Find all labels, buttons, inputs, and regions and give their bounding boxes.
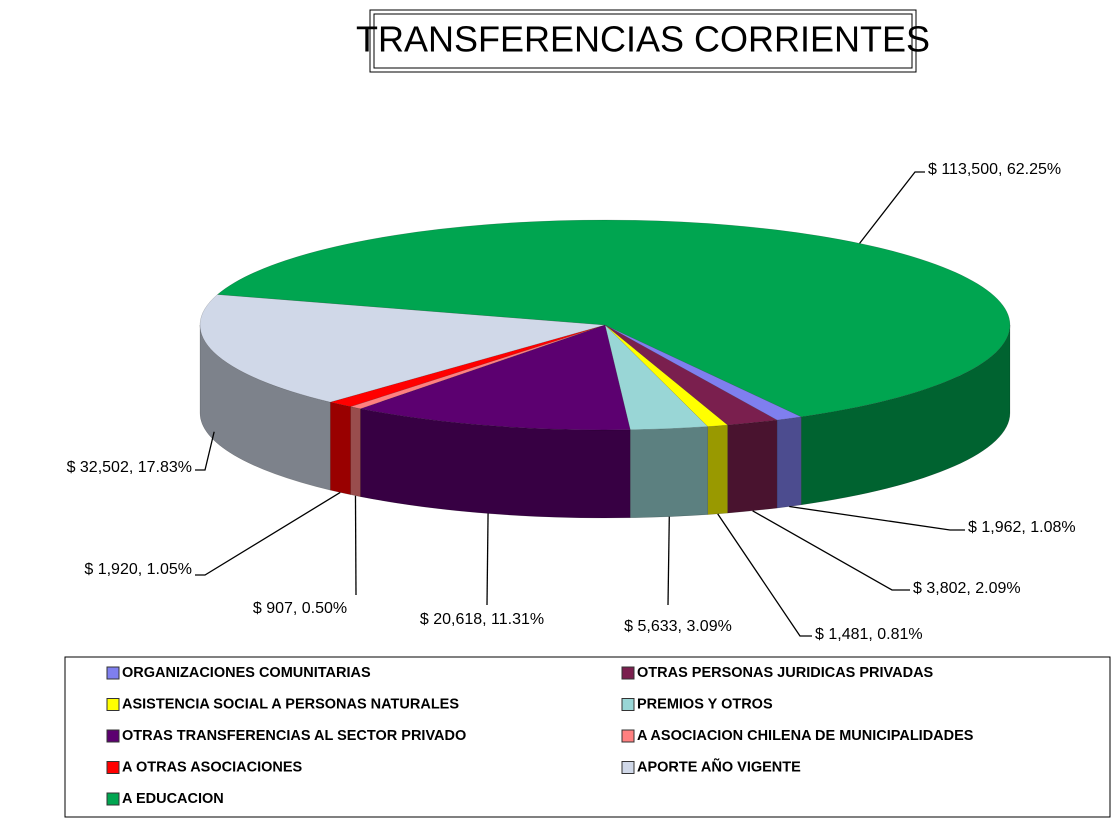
legend-swatch	[621, 761, 635, 774]
legend-label: ORGANIZACIONES COMUNITARIAS	[122, 665, 371, 681]
legend-label: PREMIOS Y OTROS	[637, 696, 773, 712]
leader-line	[195, 431, 215, 471]
leader-line	[486, 513, 489, 606]
leader-line	[717, 513, 812, 637]
pie-side	[329, 401, 351, 495]
legend-label: APORTE AÑO VIGENTE	[637, 757, 801, 775]
legend-label: A EDUCACION	[122, 791, 224, 807]
data-label: $ 32,502, 17.83%	[67, 459, 192, 476]
pie-slice	[329, 324, 606, 407]
pie-slice	[604, 324, 709, 431]
pie-slice	[349, 324, 606, 409]
legend-box	[64, 656, 1111, 818]
legend-swatch	[621, 698, 635, 711]
data-label: $ 113,500, 62.25%	[928, 161, 1061, 178]
leader-line	[195, 491, 341, 576]
pie-side	[727, 419, 778, 514]
pie-side	[360, 408, 631, 519]
pie-slice	[604, 324, 803, 421]
leader-line	[354, 495, 357, 596]
pie-side	[707, 424, 728, 515]
leader-line	[667, 516, 670, 606]
data-label: $ 1,962, 1.08%	[968, 519, 1076, 536]
title-box-outer	[369, 9, 917, 73]
pie-side	[350, 406, 361, 498]
title-box-inner	[373, 13, 913, 69]
data-label: $ 5,633, 3.09%	[624, 618, 732, 635]
legend-label: A OTRAS ASOCIACIONES	[122, 759, 303, 775]
legend-swatch	[621, 666, 635, 680]
pie-side	[629, 426, 708, 519]
legend-label: OTRAS TRANSFERENCIAS AL SECTOR PRIVADO	[122, 728, 466, 744]
pie-slice	[604, 324, 729, 427]
pie-side	[776, 416, 802, 509]
chart-title: TRANSFERENCIAS CORRIENTES	[356, 19, 930, 60]
data-label: $ 1,481, 0.81%	[815, 626, 923, 643]
data-label: $ 907, 0.50%	[253, 600, 347, 617]
legend-swatch	[106, 792, 120, 806]
legend-swatch	[106, 761, 120, 774]
legend-label: A ASOCIACION CHILENA DE MUNICIPALIDADES	[637, 728, 974, 744]
leader-line	[752, 510, 910, 591]
legend-label: OTRAS PERSONAS JURIDICAS PRIVADAS	[637, 665, 934, 681]
data-label: $ 1,920, 1.05%	[84, 561, 192, 578]
pie-slice	[216, 219, 1011, 418]
legend-swatch	[621, 729, 635, 743]
leader-line	[859, 171, 925, 244]
pie-slice	[359, 324, 631, 431]
legend-swatch	[106, 729, 120, 743]
legend-swatch	[106, 666, 120, 680]
data-label: $ 20,618, 11.31%	[420, 611, 544, 628]
pie-slice	[199, 294, 606, 403]
leader-line	[789, 505, 965, 531]
data-label: $ 3,802, 2.09%	[913, 580, 1021, 597]
legend-label: ASISTENCIA SOCIAL A PERSONAS NATURALES	[122, 696, 459, 712]
legend-swatch	[106, 698, 120, 711]
pie-slice	[604, 324, 778, 426]
